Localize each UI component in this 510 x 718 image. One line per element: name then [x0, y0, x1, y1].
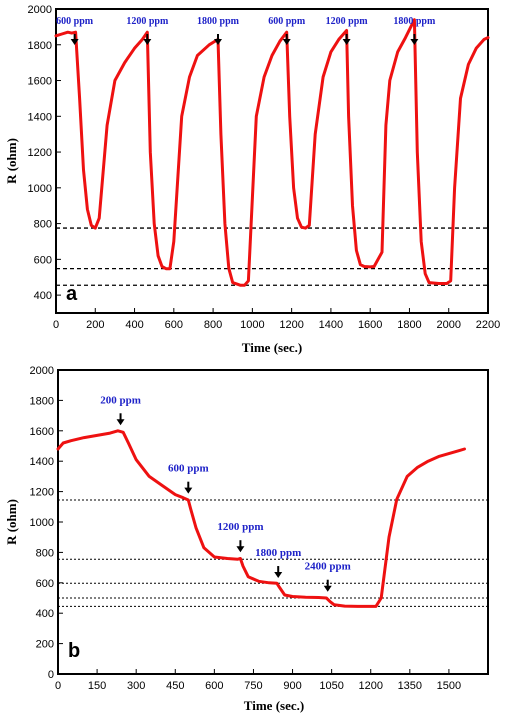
- y-tick-label: 600: [34, 254, 52, 266]
- panel-b-label: b: [68, 640, 80, 662]
- panel-b-y-axis-label: R (ohm): [4, 499, 19, 545]
- y-tick-label: 1600: [30, 426, 54, 438]
- arrow-icon: [342, 39, 351, 45]
- panel-a-x-axis-label: Time (sec.): [242, 340, 302, 355]
- panel-a-frame: [55, 8, 489, 314]
- y-tick-label: 200: [36, 639, 54, 651]
- x-tick-label: 750: [244, 680, 262, 692]
- x-tick-label: 1800: [397, 319, 421, 331]
- arrow-icon: [236, 546, 245, 553]
- arrow-icon: [282, 39, 291, 45]
- concentration-annotation: 1800 ppm: [197, 16, 240, 27]
- concentration-annotation: 1200 ppm: [126, 16, 169, 27]
- y-tick-label: 800: [34, 219, 52, 231]
- x-tick-label: 2200: [476, 319, 500, 331]
- arrow-icon: [274, 572, 283, 579]
- x-tick-label: 1500: [437, 680, 461, 692]
- arrow-icon: [410, 39, 419, 45]
- x-tick-label: 1000: [240, 319, 264, 331]
- y-tick-label: 1200: [28, 147, 52, 159]
- concentration-annotation: 1800 ppm: [255, 547, 301, 559]
- x-tick-label: 1200: [358, 680, 382, 692]
- panel-b-chart: 0 200 400 600 800 1000 1200 1400 1600 1800 2000 0 1…: [4, 365, 489, 713]
- y-tick-label: 400: [34, 290, 52, 302]
- arrow-icon: [70, 39, 79, 45]
- y-tick-label: 2000: [30, 365, 54, 377]
- x-tick-label: 600: [165, 319, 183, 331]
- panel-a-reference-lines: [56, 227, 488, 286]
- arrow-icon: [323, 585, 332, 592]
- y-tick-label: 1200: [30, 487, 54, 499]
- x-tick-label: 1350: [398, 680, 422, 692]
- y-tick-label: 2000: [28, 4, 52, 16]
- x-tick-label: 1600: [358, 319, 382, 331]
- y-tick-label: 1400: [28, 111, 52, 123]
- x-tick-label: 200: [86, 319, 104, 331]
- panel-b-x-ticks: 0 150 300 450 600 750 900 1050 1200 1350 1500: [55, 669, 461, 692]
- concentration-annotation: 600 ppm: [168, 463, 209, 475]
- x-tick-label: 900: [283, 680, 301, 692]
- concentration-annotation: 600 ppm: [268, 16, 306, 27]
- panel-b-y-ticks: 0 200 400 600 800 1000 1200 1400 1600 1800 2000: [30, 365, 63, 681]
- x-tick-label: 0: [53, 319, 59, 331]
- panel-b-series-line: [56, 429, 466, 608]
- x-tick-label: 450: [166, 680, 184, 692]
- arrow-icon: [184, 487, 193, 494]
- y-tick-label: 400: [36, 608, 54, 620]
- y-tick-label: 1600: [28, 76, 52, 88]
- concentration-annotation: 200 ppm: [100, 394, 141, 406]
- x-tick-label: 400: [125, 319, 143, 331]
- arrow-icon: [143, 39, 152, 45]
- arrow-icon: [116, 419, 125, 426]
- panel-a-label: a: [66, 283, 78, 305]
- x-tick-label: 800: [204, 319, 222, 331]
- y-tick-label: 1800: [30, 395, 54, 407]
- y-tick-label: 1400: [30, 456, 54, 468]
- x-tick-label: 1400: [319, 319, 343, 331]
- panel-b-frame: [57, 369, 489, 675]
- x-tick-label: 0: [55, 680, 61, 692]
- y-tick-label: 1000: [30, 517, 54, 529]
- panel-b-x-axis-label: Time (sec.): [244, 698, 304, 713]
- y-tick-label: 0: [48, 669, 54, 681]
- x-tick-label: 1200: [279, 319, 303, 331]
- y-tick-label: 1000: [28, 183, 52, 195]
- panel-a-y-axis-label: R (ohm): [4, 138, 19, 184]
- panel-a-chart: 400 600 800 1000 1200 1400 1600 1800 2000 0 200 40…: [4, 4, 500, 355]
- panel-a-annotations: 600 ppm 1200 ppm 1800 ppm 600 ppm 1200 ppm 18…: [56, 16, 436, 45]
- x-tick-label: 2000: [436, 319, 460, 331]
- x-tick-label: 300: [127, 680, 145, 692]
- panel-b-annotations: 200 ppm 600 ppm 1200 ppm 1800 ppm 2400 ppm: [100, 394, 351, 592]
- concentration-annotation: 1200 ppm: [217, 521, 263, 533]
- y-tick-label: 1800: [28, 40, 52, 52]
- concentration-annotation: 1200 ppm: [326, 16, 369, 27]
- x-tick-label: 1050: [319, 680, 343, 692]
- concentration-annotation: 2400 ppm: [305, 561, 351, 573]
- arrow-icon: [214, 39, 222, 45]
- concentration-annotation: 600 ppm: [56, 16, 94, 27]
- concentration-annotation: 1800 ppm: [393, 16, 436, 27]
- x-tick-label: 600: [205, 680, 223, 692]
- x-tick-label: 150: [88, 680, 106, 692]
- panel-a-x-ticks: 0 200 400 600 800 1000 1200 1400 1600 1800 2000 220…: [53, 308, 500, 331]
- panel-a-series-line: [54, 18, 490, 287]
- panel-a-y-ticks: 400 600 800 1000 1200 1400 1600 1800 2000: [28, 4, 61, 302]
- y-tick-label: 600: [36, 578, 54, 590]
- y-tick-label: 800: [36, 547, 54, 559]
